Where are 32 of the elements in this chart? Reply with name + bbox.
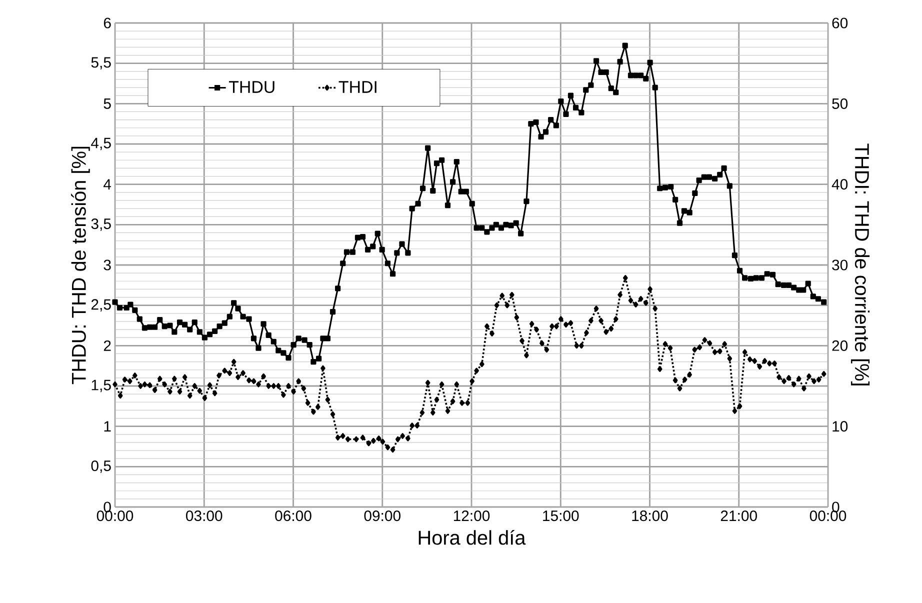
y2-tick-label: 30 bbox=[832, 260, 848, 270]
y-tick-label: 4 bbox=[104, 179, 112, 190]
y-tick-label: 6 bbox=[104, 18, 111, 28]
y-tick-label: 1,5 bbox=[92, 380, 111, 392]
x-tick-label: 09:00 bbox=[364, 510, 400, 522]
y2-tick-label: 60 bbox=[832, 18, 848, 28]
y-tick-label: 3,5 bbox=[91, 218, 111, 231]
y-tick-label: 0,5 bbox=[91, 460, 111, 473]
x-tick-label: 00:00 bbox=[810, 510, 846, 522]
y-tick-label: 5 bbox=[104, 98, 111, 109]
y2-tick-label: 50 bbox=[832, 98, 848, 109]
legend-label: THDU bbox=[228, 81, 274, 93]
x-tick-label: 18:00 bbox=[632, 510, 668, 522]
y-tick-label: 2 bbox=[104, 340, 111, 351]
y2-tick-label: 10 bbox=[832, 421, 848, 432]
y2-axis-title: THDI: THD de corriente [%] bbox=[850, 144, 870, 386]
x-tick-label: 00:00 bbox=[96, 510, 134, 522]
x-tick-label: 15:00 bbox=[543, 510, 579, 522]
x-tick-label: 03:00 bbox=[186, 510, 222, 522]
y-tick-label: 4,5 bbox=[91, 138, 111, 150]
y-tick-label: 2,5 bbox=[91, 299, 111, 312]
y-tick-label: 5,5 bbox=[91, 57, 111, 70]
y2-tick-label: 40 bbox=[832, 179, 848, 190]
x-tick-label: 06:00 bbox=[275, 510, 312, 522]
x-axis-title: Hora del día bbox=[418, 530, 526, 545]
y-tick-label: 3 bbox=[104, 260, 111, 270]
y-axis-title: THDU: THD de tensión [%] bbox=[71, 146, 90, 384]
y2-tick-label: 20 bbox=[832, 340, 848, 351]
x-tick-label: 12:00 bbox=[454, 510, 490, 522]
y-tick-label: 1 bbox=[104, 421, 111, 432]
legend-label: THDI bbox=[338, 81, 376, 93]
x-tick-label: 21:00 bbox=[720, 510, 757, 522]
